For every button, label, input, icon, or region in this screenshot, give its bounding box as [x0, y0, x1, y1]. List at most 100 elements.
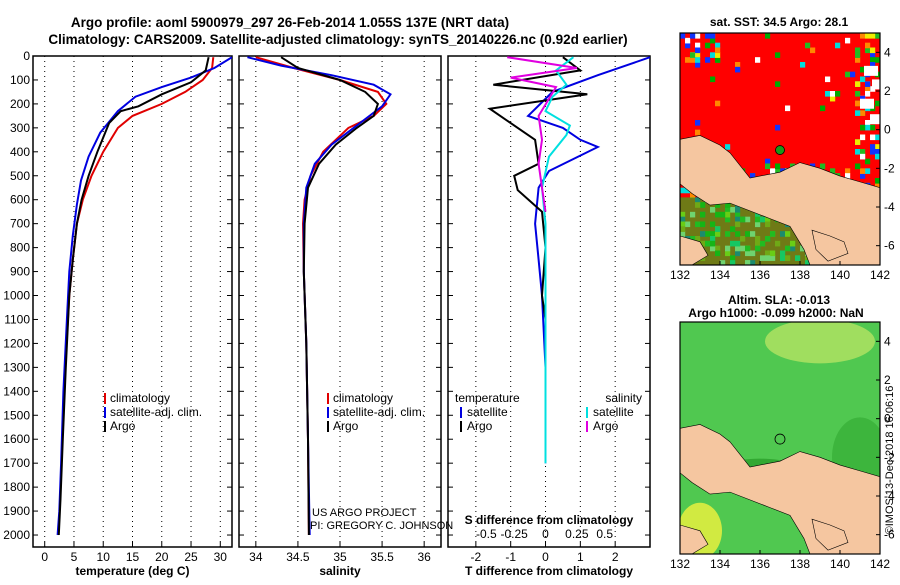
- y-tick-label: 0: [23, 49, 30, 63]
- sst-cell: [775, 81, 781, 87]
- y-tick-label: 200: [10, 97, 30, 111]
- sst-cell: [695, 52, 701, 58]
- y-tick-label: 600: [10, 193, 30, 207]
- top-axis-label: S difference from climatology: [465, 513, 634, 527]
- legend-swatch: [460, 407, 462, 418]
- x-tick-label: 138: [790, 557, 810, 571]
- sst-cell: [855, 91, 861, 97]
- y-tick-label: 100: [10, 73, 30, 87]
- sst-cell: [870, 149, 876, 155]
- sst-cell: [865, 124, 871, 131]
- legend-swatch: [327, 407, 329, 418]
- sst-cell: [765, 158, 771, 165]
- argo-float-marker: [774, 433, 786, 445]
- salinity-tick-label: 0: [542, 527, 549, 541]
- legend-swatch: [586, 407, 588, 418]
- sst-cell: [680, 33, 686, 39]
- sst-cell: [835, 91, 841, 97]
- sst-cell: [845, 71, 851, 78]
- legend-label: Argo: [467, 419, 493, 433]
- sst-cell: [775, 163, 781, 170]
- map-subtitle: Argo h1000: -0.099 h2000: NaN: [688, 306, 863, 320]
- sst-cell: [685, 187, 691, 194]
- x-tick-label: 136: [750, 557, 770, 571]
- x-tick-label: 15: [126, 550, 140, 564]
- x-tick-label: 0: [41, 550, 48, 564]
- sst-cell: [685, 37, 691, 44]
- y-tick-label: 300: [10, 121, 30, 135]
- sst-cell: [830, 91, 836, 97]
- x-tick-label: 140: [830, 557, 850, 571]
- x-tick-label: 10: [97, 550, 111, 564]
- sst-map: 132 134 136 138 140 142 4 2 0 -2 -4 -6 sat. SST: 34.…: [670, 15, 895, 282]
- sst-cell: [710, 52, 716, 58]
- sst-cell: [770, 168, 776, 174]
- x-tick-label: 2: [612, 550, 619, 564]
- map-field: [680, 33, 880, 265]
- map-frame: [679, 321, 881, 555]
- sst-cell: [685, 57, 691, 63]
- island: [680, 235, 709, 265]
- x-tick-label: 132: [670, 557, 690, 571]
- sst-cell: [705, 33, 711, 39]
- landmass: [680, 424, 880, 554]
- x-axis-label: salinity: [319, 564, 361, 578]
- legend-label: Argo: [333, 419, 359, 433]
- sst-cell: [870, 33, 876, 39]
- sst-cell: [715, 42, 721, 49]
- salinity-tick-label: -0.25: [500, 527, 528, 541]
- sst-cell: [870, 134, 876, 141]
- sst-cell: [690, 33, 696, 39]
- sst-cell: [860, 134, 866, 141]
- sst-cell: [690, 57, 696, 63]
- y-tick-label: 1100: [4, 312, 30, 326]
- sst-cell: [860, 33, 866, 39]
- series-line-argo: [280, 56, 380, 536]
- x-tick-label: 1: [577, 550, 584, 564]
- x-tick-label: 142: [870, 268, 890, 282]
- sst-cell: [855, 81, 861, 87]
- y-tick-label: 1900: [3, 504, 30, 518]
- sst-cell: [750, 173, 756, 179]
- sst-cell: [820, 163, 826, 170]
- x-tick-label: 20: [155, 550, 169, 564]
- sst-cell: [830, 95, 836, 102]
- x-tick-label: 140: [830, 268, 850, 282]
- sst-cell: [865, 47, 871, 54]
- sst-cell: [860, 95, 866, 102]
- sst-cell: [855, 47, 861, 54]
- legend-label: Argo: [110, 419, 136, 433]
- sst-cell: [825, 76, 831, 83]
- sst-cell: [870, 52, 876, 58]
- x-tick-label: 34.5: [286, 550, 310, 564]
- salinity-tick-label: 0.25: [565, 527, 589, 541]
- y-tick-label: 1500: [3, 408, 30, 422]
- series-line-argo: [507, 56, 578, 212]
- x-tick-label: 138: [790, 268, 810, 282]
- sst-cell: [695, 33, 701, 39]
- sst-cell: [860, 149, 866, 155]
- island: [811, 229, 849, 262]
- missing-data-cell: [870, 114, 880, 125]
- sst-cell: [825, 91, 831, 97]
- sst-cell: [695, 42, 701, 49]
- salinity-panel: 34 34.5 35 35.5 36 salinity climatologysatelli…: [238, 55, 442, 578]
- figure-title-line1: Argo profile: aoml 5900979_297 26-Feb-20…: [71, 15, 509, 30]
- legend-swatch: [327, 393, 329, 404]
- sst-cell: [865, 158, 871, 165]
- legend-swatch: [586, 421, 588, 432]
- y-tick-label: 1000: [3, 289, 30, 303]
- y-tick-label: 2: [884, 373, 891, 387]
- x-axis-label: temperature (deg C): [75, 564, 189, 578]
- sst-cell: [695, 57, 701, 63]
- sst-cell: [775, 52, 781, 58]
- legend-swatch: [104, 407, 106, 418]
- island: [680, 524, 709, 554]
- x-tick-label: 36: [417, 550, 431, 564]
- sst-cell: [695, 62, 701, 68]
- salinity-tick-label: -0.5: [476, 527, 497, 541]
- legend-label: climatology: [333, 391, 393, 405]
- sst-cell: [715, 47, 721, 54]
- missing-data-cell: [864, 65, 878, 76]
